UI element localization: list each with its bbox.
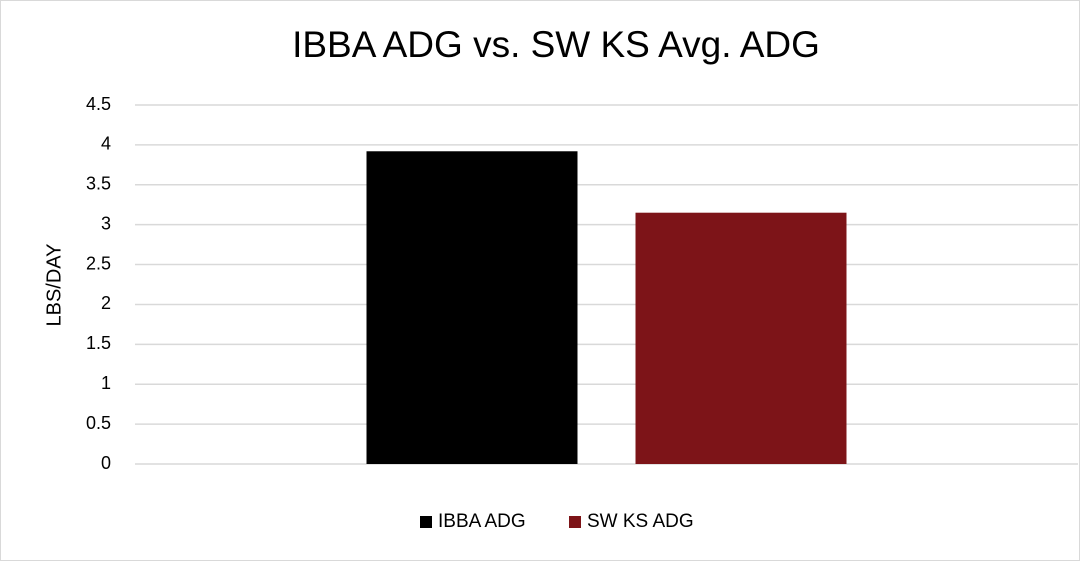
legend-label: IBBA ADG xyxy=(438,511,526,532)
y-axis-label: LBS/DAY xyxy=(43,244,65,327)
bar xyxy=(635,212,847,464)
y-tick-label: 3.5 xyxy=(86,174,111,194)
legend-swatch xyxy=(420,516,432,528)
y-tick-label: 2 xyxy=(101,293,111,313)
y-tick-label: 1 xyxy=(101,373,111,393)
legend-swatch xyxy=(569,516,581,528)
y-tick-label: 1.5 xyxy=(86,333,111,353)
y-tick-label: 4.5 xyxy=(86,94,111,114)
legend-label: SW KS ADG xyxy=(587,511,694,532)
y-tick-label: 4 xyxy=(101,134,111,154)
chart-title: IBBA ADG vs. SW KS Avg. ADG xyxy=(292,24,820,65)
y-tick-label: 3 xyxy=(101,213,111,233)
bar xyxy=(366,151,578,464)
y-tick-label: 0 xyxy=(101,453,111,473)
y-tick-label: 0.5 xyxy=(86,413,111,433)
y-tick-label: 2.5 xyxy=(86,253,111,273)
